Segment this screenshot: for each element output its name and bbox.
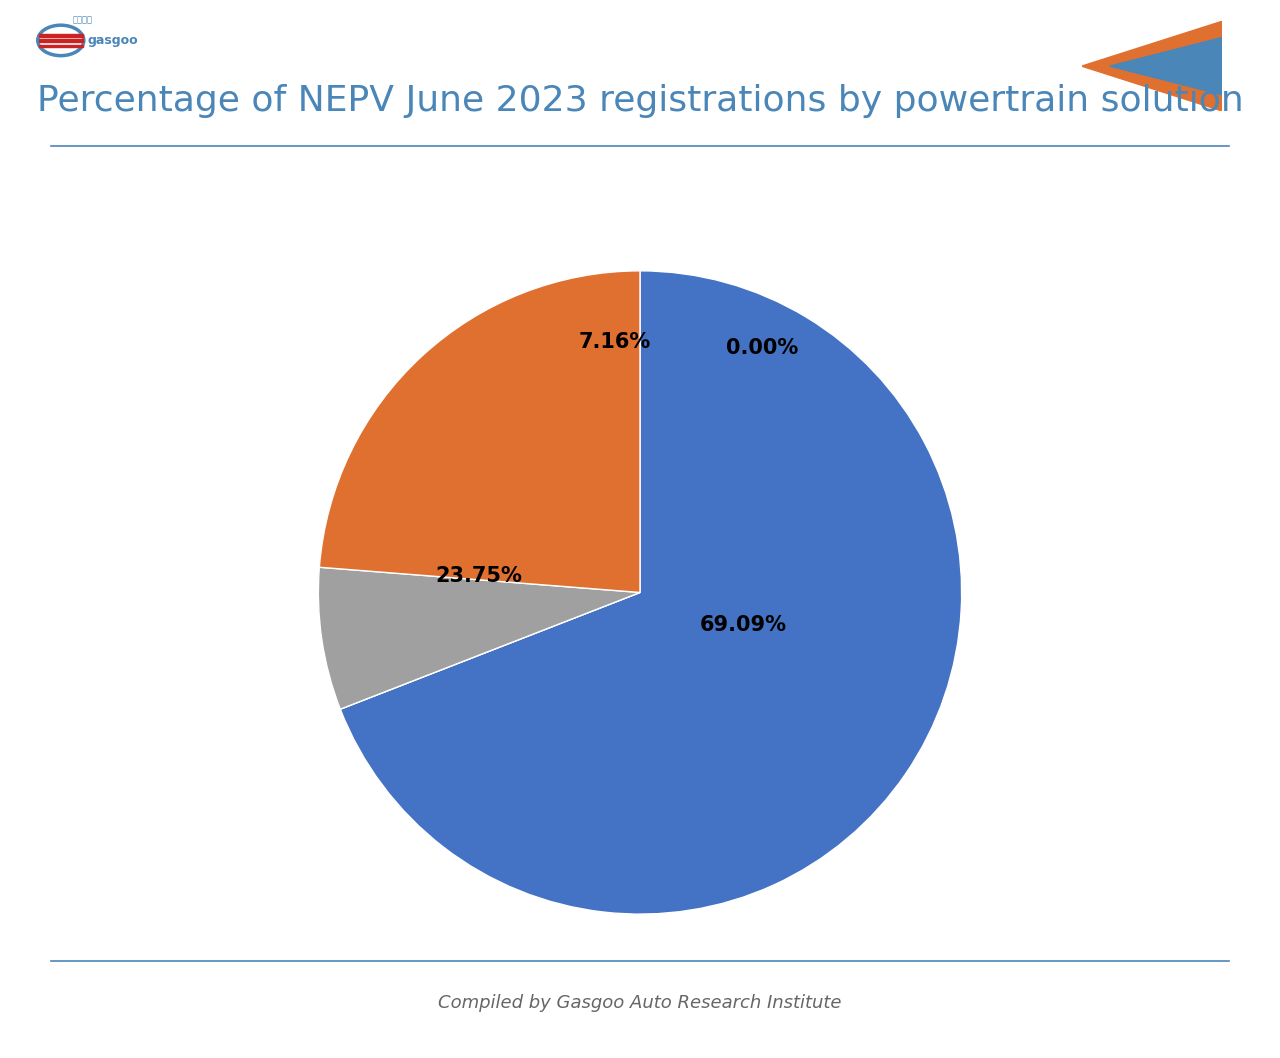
Polygon shape bbox=[1110, 37, 1222, 95]
Wedge shape bbox=[340, 271, 961, 914]
Text: Compiled by Gasgoo Auto Research Institute: Compiled by Gasgoo Auto Research Institu… bbox=[438, 993, 842, 1013]
Text: 盖世汽车: 盖世汽车 bbox=[72, 16, 92, 24]
Text: 69.09%: 69.09% bbox=[699, 615, 786, 635]
Wedge shape bbox=[340, 592, 640, 709]
FancyBboxPatch shape bbox=[38, 44, 83, 48]
Text: 23.75%: 23.75% bbox=[435, 566, 522, 586]
Text: 0.00%: 0.00% bbox=[726, 339, 799, 358]
Wedge shape bbox=[319, 567, 640, 709]
Text: Percentage of NEPV June 2023 registrations by powertrain solution: Percentage of NEPV June 2023 registratio… bbox=[37, 84, 1243, 117]
Wedge shape bbox=[319, 271, 640, 592]
Text: 7.16%: 7.16% bbox=[579, 331, 650, 351]
FancyBboxPatch shape bbox=[38, 39, 83, 42]
Polygon shape bbox=[1082, 21, 1222, 111]
Text: gasgoo: gasgoo bbox=[87, 34, 138, 47]
FancyBboxPatch shape bbox=[38, 34, 83, 37]
